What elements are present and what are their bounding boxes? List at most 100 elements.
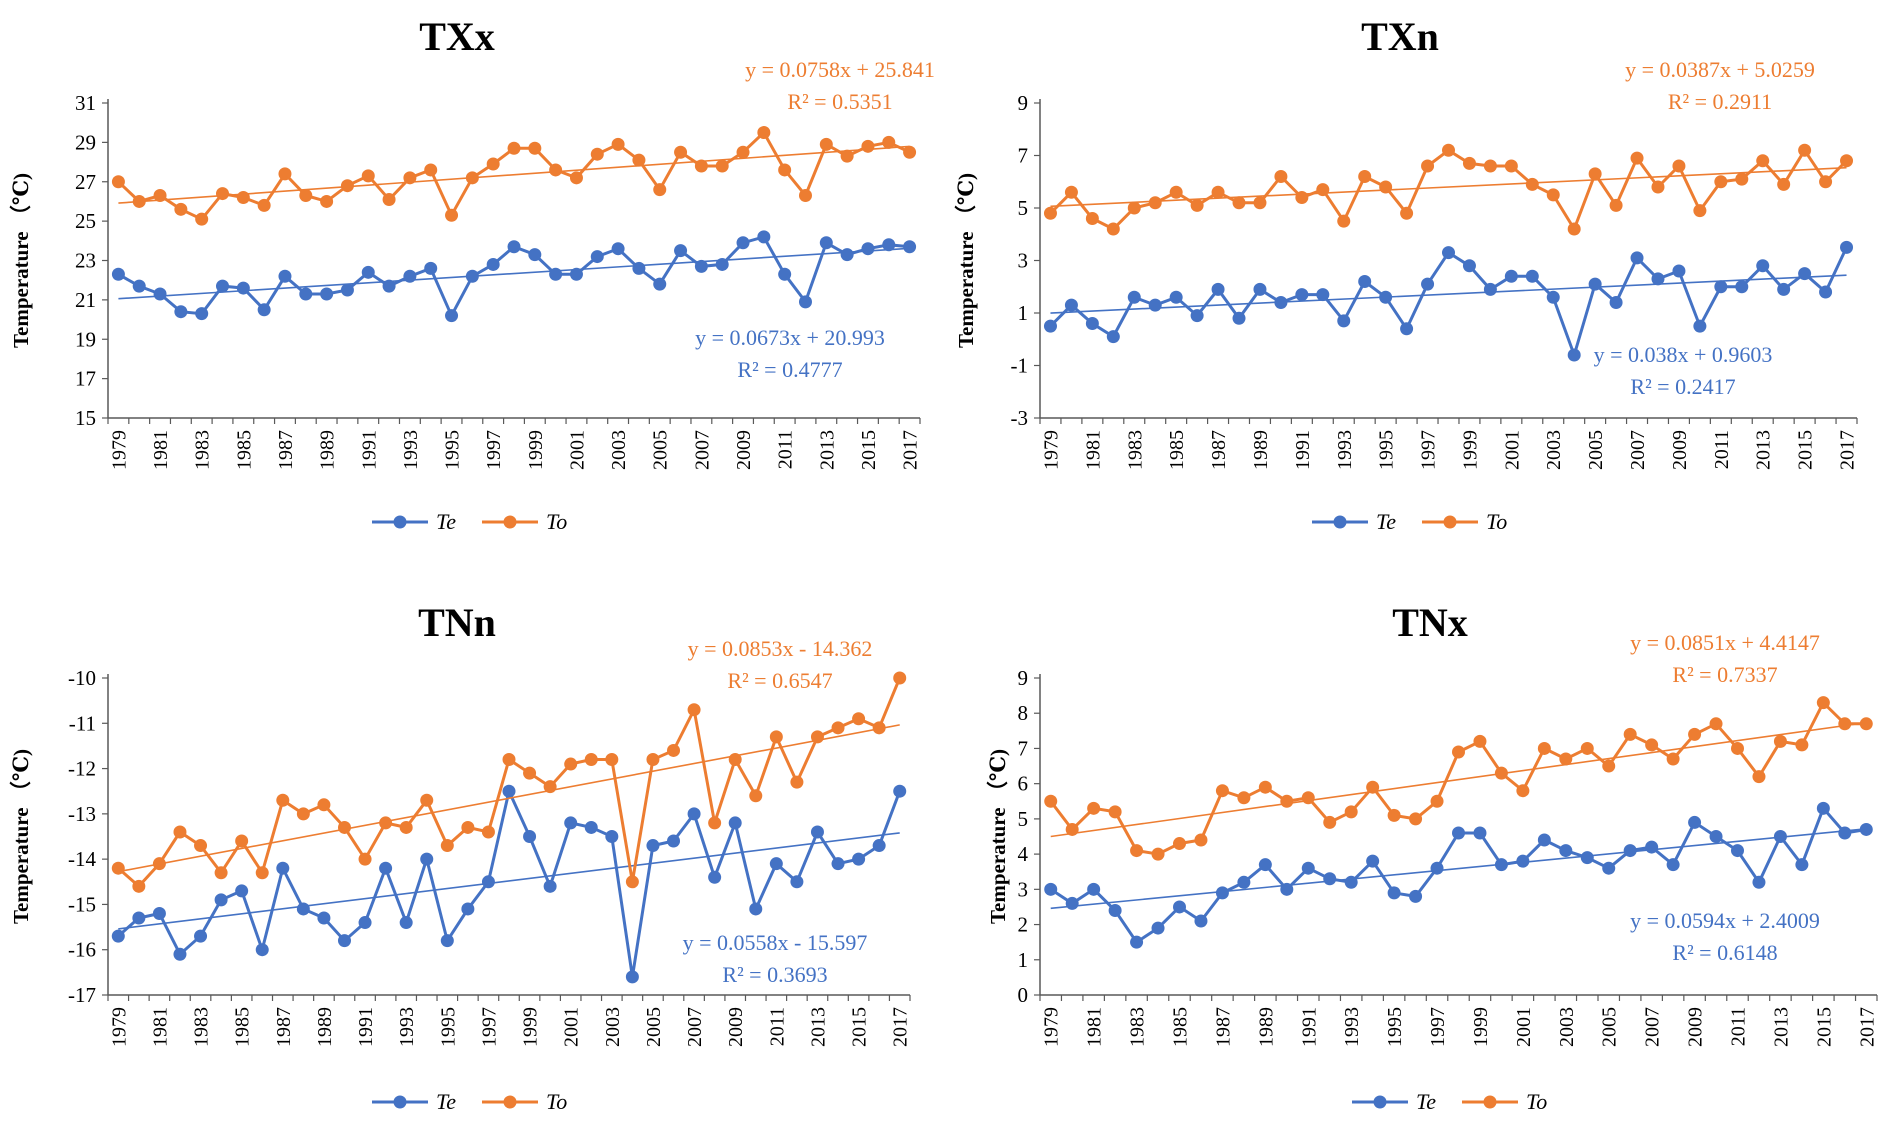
x-tick-label: 2017 [1837, 430, 1859, 470]
data-point [257, 198, 271, 212]
trend-r2: R² = 0.4777 [737, 357, 842, 382]
data-point [584, 820, 598, 834]
data-point [361, 169, 375, 183]
trend-r2: R² = 0.6547 [727, 668, 832, 693]
data-point [903, 145, 917, 159]
data-point [1323, 872, 1337, 886]
data-point [1840, 240, 1854, 254]
trendline-to [118, 145, 910, 204]
data-point [1173, 837, 1186, 851]
data-point [549, 163, 563, 177]
data-point [1816, 696, 1830, 710]
x-tick-label: 2007 [1627, 430, 1649, 470]
x-tick-label: 2013 [1753, 430, 1775, 470]
y-tick-label: 3 [1018, 249, 1029, 273]
x-tick-label: 2017 [1856, 1007, 1878, 1047]
data-point [1666, 858, 1680, 872]
x-tick-label: 2011 [775, 430, 797, 469]
x-tick-label: 2003 [1543, 430, 1565, 470]
x-tick-label: 1989 [1255, 1007, 1277, 1047]
x-tick-label: 2003 [602, 1007, 624, 1047]
data-point [632, 261, 646, 275]
y-tick-label: -11 [69, 711, 96, 735]
data-point [1430, 861, 1444, 875]
data-point [1409, 889, 1423, 903]
data-point [1127, 201, 1141, 215]
data-point [1106, 330, 1120, 344]
data-point [1211, 185, 1225, 199]
data-point [1473, 826, 1487, 840]
data-point [1064, 185, 1078, 199]
data-point [872, 721, 886, 735]
data-point [1400, 206, 1414, 220]
data-point [1709, 830, 1723, 843]
data-point [382, 192, 396, 206]
y-tick-label: 27 [75, 170, 96, 194]
data-point [1559, 844, 1573, 858]
data-point [1387, 808, 1401, 822]
data-point [1190, 198, 1204, 212]
x-tick-label: 1997 [1427, 1007, 1449, 1047]
data-point [590, 147, 604, 161]
data-point [861, 139, 875, 153]
data-point [1130, 935, 1144, 949]
data-point [320, 287, 334, 301]
data-point [1602, 759, 1616, 773]
y-tick-label: 3 [1018, 877, 1029, 901]
data-point [465, 171, 479, 185]
x-tick-label: 2015 [858, 430, 880, 470]
y-tick-label: 19 [75, 327, 96, 351]
x-tick-label: 2015 [1795, 430, 1817, 470]
trend-r2: R² = 0.2911 [1668, 89, 1772, 114]
data-point [569, 171, 583, 185]
y-tick-label: -13 [68, 802, 96, 826]
data-point [1483, 159, 1497, 173]
data-point [687, 807, 701, 821]
legend-label-te: Te [436, 1089, 456, 1114]
data-point [528, 248, 542, 262]
data-point [1693, 204, 1707, 218]
data-point [1537, 833, 1551, 847]
trendline-te [118, 832, 900, 930]
data-point [194, 929, 208, 943]
data-point [465, 269, 479, 283]
trend-r2: R² = 0.3693 [722, 962, 827, 987]
x-tick-label: 2011 [1711, 430, 1733, 469]
data-point [584, 753, 598, 767]
data-point [790, 875, 804, 889]
trendline-to [1050, 721, 1867, 838]
data-point [1731, 844, 1744, 858]
data-point [1494, 858, 1508, 872]
data-point [235, 834, 249, 848]
data-point [1525, 177, 1539, 191]
data-point [840, 149, 854, 163]
data-point [1232, 196, 1246, 210]
data-point [1462, 156, 1476, 170]
data-point [1838, 826, 1852, 840]
data-point [819, 137, 833, 151]
data-point [111, 861, 125, 875]
data-point [214, 893, 228, 907]
data-point [1087, 801, 1101, 815]
legend-label-te: Te [1376, 509, 1396, 534]
y-tick-label: 15 [75, 406, 96, 430]
x-tick-label: 2015 [849, 1007, 871, 1047]
data-point [798, 189, 812, 203]
series-te: y = 0.0594x + 2.4009 R² = 0.6148 [1044, 801, 1873, 965]
x-tick-label: 1997 [483, 430, 505, 470]
data-point [1567, 222, 1581, 236]
data-point [1323, 815, 1337, 829]
x-tick-label: 1999 [520, 1007, 542, 1047]
x-tick-label: 1981 [1082, 430, 1104, 470]
x-tick-label: 1995 [1376, 430, 1398, 470]
data-point [810, 730, 824, 744]
y-tick-label: -16 [68, 938, 96, 962]
data-point [1731, 741, 1744, 755]
data-point [1280, 882, 1294, 896]
x-tick-label: 1997 [478, 1007, 500, 1047]
data-point [769, 857, 783, 871]
data-point [1232, 311, 1246, 325]
data-point [798, 295, 812, 309]
x-tick-label: 1987 [1208, 430, 1230, 470]
data-point [195, 212, 209, 226]
